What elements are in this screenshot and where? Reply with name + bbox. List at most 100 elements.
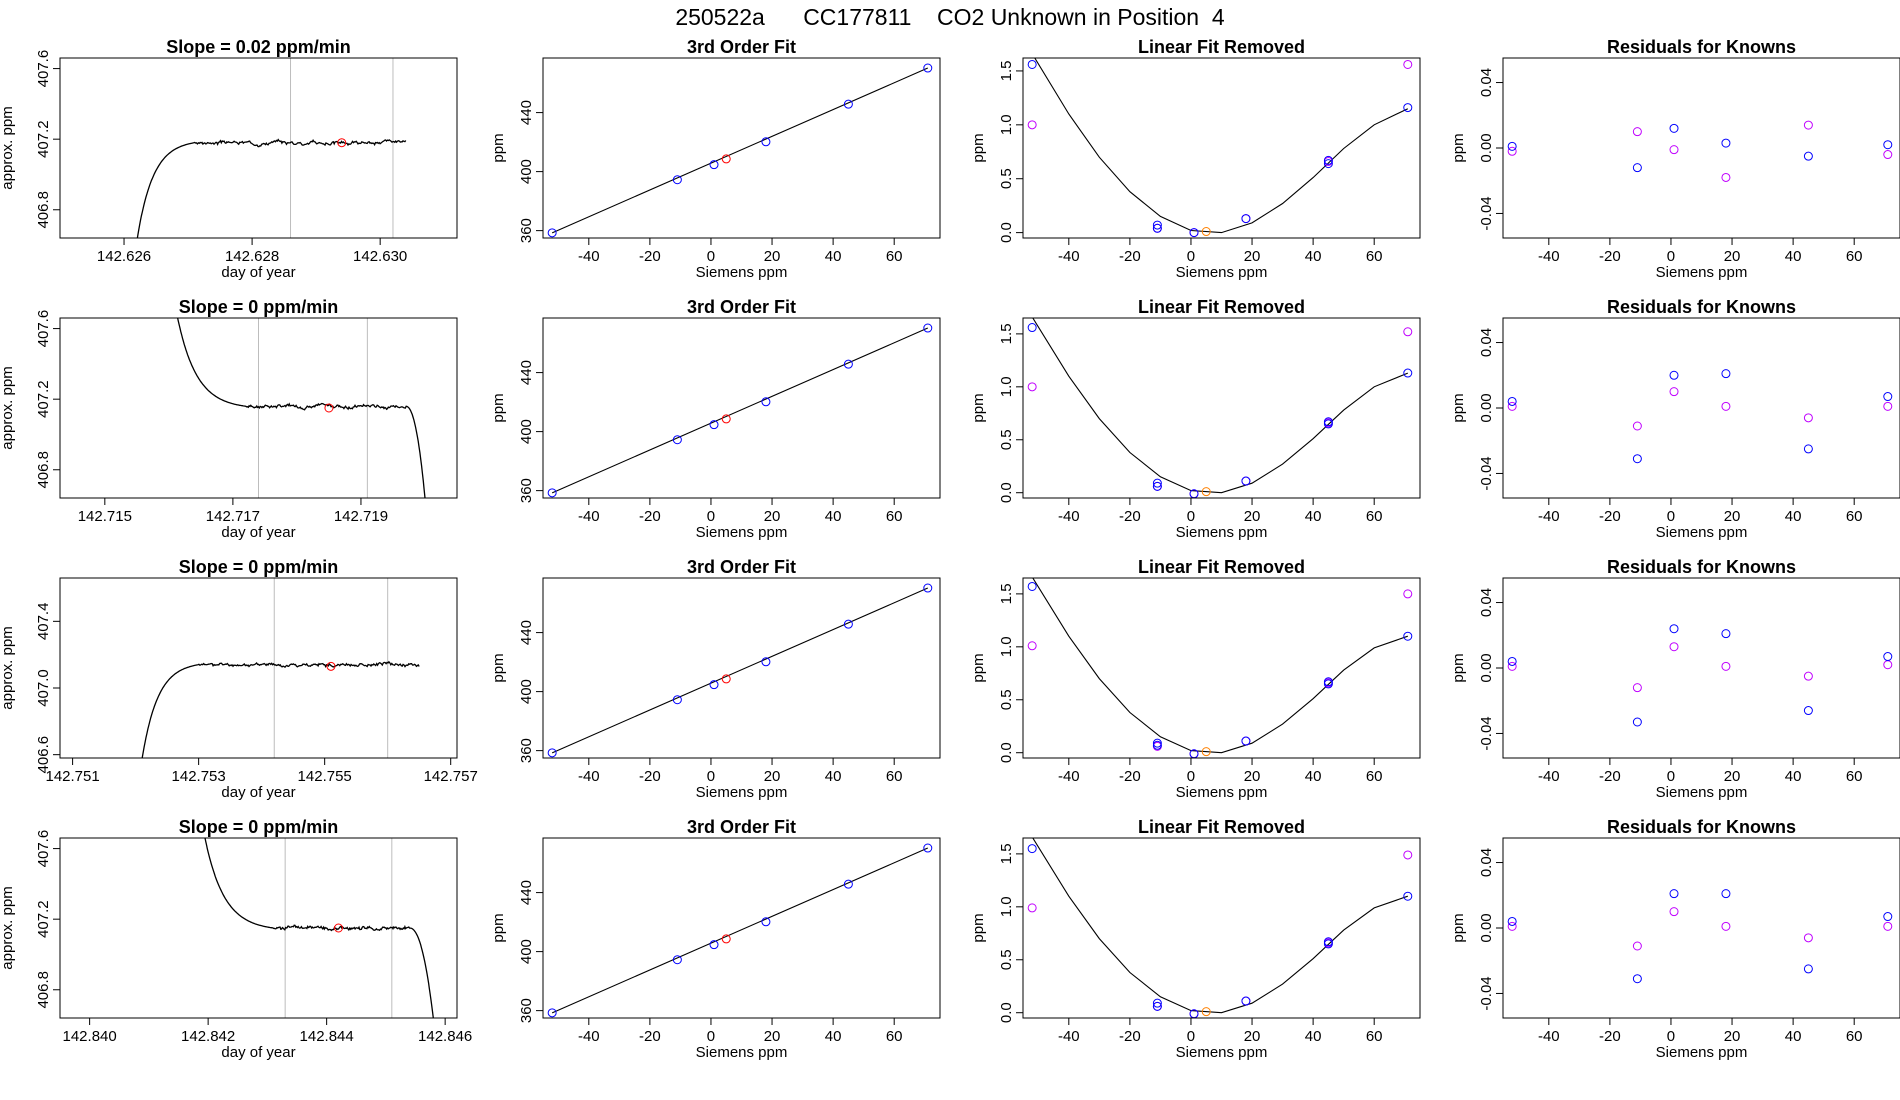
- known-point: [709, 160, 719, 170]
- known-point: [1241, 736, 1251, 746]
- known-point: [761, 137, 771, 147]
- x-tick-label: 20: [1244, 1028, 1261, 1045]
- known-point: [923, 323, 933, 333]
- y-tick-label: 440: [518, 620, 535, 645]
- panel-1-1: Slope = 0.02 ppm/min 142.626 142.628 142.63…: [0, 37, 458, 281]
- x-tick-label: -40: [1538, 508, 1560, 525]
- fit-point: [1027, 641, 1037, 651]
- x-axis-label: Siemens ppm: [1176, 524, 1268, 541]
- unknown-point: [721, 154, 731, 164]
- fit-line: [551, 587, 929, 754]
- y-tick-label: 1.5: [998, 843, 1015, 864]
- known-point: [1027, 581, 1037, 591]
- plot-frame: [59, 57, 458, 239]
- y-tick-label: 407.6: [35, 830, 52, 868]
- x-axis-label: Siemens ppm: [696, 784, 788, 801]
- plot-area: [176, 318, 426, 498]
- fit-point: [1721, 661, 1731, 671]
- unknown-marker: [337, 138, 347, 148]
- x-tick-label: 142.844: [300, 1028, 354, 1045]
- x-tick-label: 142.751: [45, 768, 99, 785]
- x-tick-label: 20: [764, 768, 781, 785]
- plot-frame: [59, 577, 458, 759]
- x-tick-label: 0: [1187, 768, 1195, 785]
- unknown-point: [721, 934, 731, 944]
- panel-2-4: Residuals for Knowns -40 -20 0 20 40 60 -0.04 0.…: [1450, 297, 1900, 541]
- panel-4-1: Slope = 0 ppm/min 142.840 142.842 142.844 14…: [0, 817, 472, 1061]
- unknown-point: [721, 674, 731, 684]
- known-point: [1323, 939, 1333, 949]
- plot-area: [547, 583, 933, 758]
- panel-2-3: Linear Fit Removed -40 -20 0 20 40 60 0.0 0.5 1.0…: [970, 297, 1421, 541]
- fit-point: [1632, 421, 1642, 431]
- x-tick-label: 142.755: [298, 768, 352, 785]
- known-point: [672, 435, 682, 445]
- y-axis-label: ppm: [490, 653, 507, 682]
- known-point: [1507, 916, 1517, 926]
- known-point: [672, 695, 682, 705]
- panel-3-2: 3rd Order Fit -40 -20 0 20 40 60 360 400 440 Sieme…: [490, 557, 941, 801]
- known-point: [1803, 151, 1813, 161]
- fit-point: [1403, 59, 1413, 69]
- x-tick-label: -40: [578, 508, 600, 525]
- y-tick-label: 407.2: [35, 900, 52, 938]
- fit-point: [1403, 327, 1413, 337]
- known-point: [1152, 738, 1162, 748]
- y-tick-label: 360: [518, 738, 535, 763]
- x-tick-label: 142.715: [78, 508, 132, 525]
- panel-title: 3rd Order Fit: [687, 37, 796, 57]
- fit-point: [1027, 120, 1037, 130]
- x-tick-label: 0: [1667, 1028, 1675, 1045]
- y-tick-label: 400: [518, 159, 535, 184]
- known-point: [843, 99, 853, 109]
- y-axis-label: ppm: [970, 393, 987, 422]
- x-tick-label: 40: [1785, 508, 1802, 525]
- plot-area: [1027, 838, 1413, 1018]
- plot-frame: [542, 577, 941, 759]
- panel-title: 3rd Order Fit: [687, 297, 796, 317]
- plot-frame: [1502, 57, 1900, 239]
- known-point: [1152, 478, 1162, 488]
- known-point: [547, 748, 557, 758]
- x-axis-label: Siemens ppm: [1176, 784, 1268, 801]
- known-point: [1403, 891, 1413, 901]
- x-tick-label: 0: [1187, 248, 1195, 265]
- known-point: [1669, 624, 1679, 634]
- known-point: [1241, 214, 1251, 224]
- unknown-point: [1201, 487, 1211, 497]
- y-axis-label: ppm: [490, 133, 507, 162]
- x-tick-label: -40: [578, 248, 600, 265]
- x-tick-label: -20: [639, 768, 661, 785]
- known-point: [923, 583, 933, 593]
- panel-title: Slope = 0.02 ppm/min: [166, 37, 351, 57]
- y-axis-label: ppm: [1450, 393, 1467, 422]
- x-tick-label: -20: [1599, 768, 1621, 785]
- y-tick-label: 406.8: [35, 191, 52, 229]
- known-point: [672, 175, 682, 185]
- x-tick-label: 0: [707, 248, 715, 265]
- x-tick-label: 0: [1187, 1028, 1195, 1045]
- x-tick-label: 0: [1187, 508, 1195, 525]
- y-axis-label: ppm: [490, 393, 507, 422]
- plot-area: [547, 843, 933, 1018]
- y-tick-label: -0.04: [1478, 716, 1495, 750]
- fit-point: [1803, 413, 1813, 423]
- y-tick-label: 0.04: [1478, 588, 1495, 617]
- y-tick-label: 360: [518, 998, 535, 1023]
- plot-frame: [1022, 837, 1421, 1019]
- known-point: [761, 917, 771, 927]
- fit-point: [1669, 642, 1679, 652]
- panel-title: Slope = 0 ppm/min: [179, 817, 339, 837]
- plot-frame: [1022, 317, 1421, 499]
- x-tick-label: 60: [886, 1028, 903, 1045]
- known-point: [1669, 889, 1679, 899]
- y-tick-label: 407.2: [35, 120, 52, 158]
- y-tick-label: 406.8: [35, 451, 52, 489]
- panel-title: Residuals for Knowns: [1607, 297, 1796, 317]
- plot-frame: [59, 837, 458, 1019]
- x-tick-label: -40: [1058, 508, 1080, 525]
- fit-point: [1721, 401, 1731, 411]
- fit-point: [1883, 660, 1893, 670]
- known-point: [547, 488, 557, 498]
- unknown-point: [721, 414, 731, 424]
